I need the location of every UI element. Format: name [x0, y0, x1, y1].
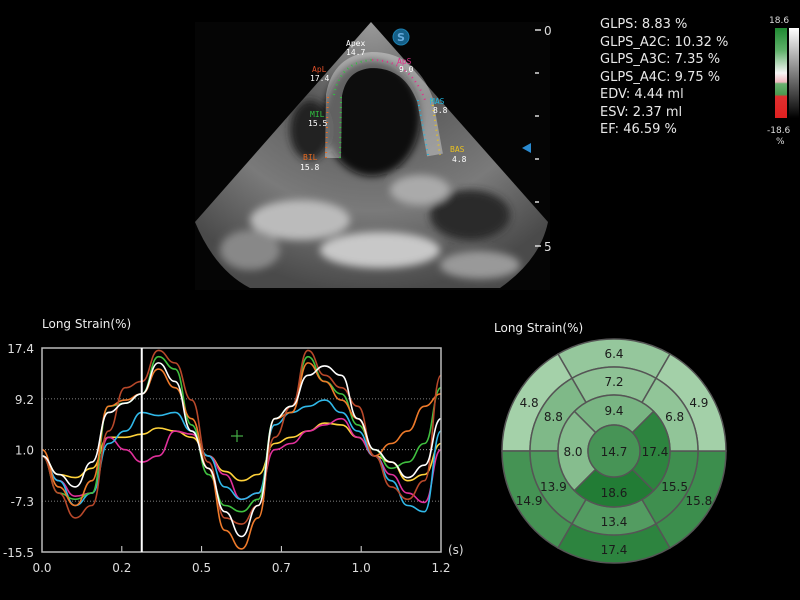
- depth-scale: [535, 29, 541, 247]
- svg-text:9.0: 9.0: [399, 65, 414, 74]
- metric-ef: EF: 46.59 %: [600, 122, 677, 137]
- svg-text:BAS: BAS: [450, 145, 465, 154]
- segment-value: 18.6: [601, 486, 628, 500]
- x-tick-label: 0.0: [32, 561, 51, 575]
- segment-value: 15.5: [661, 480, 688, 494]
- y-tick-label: 1.0: [15, 444, 34, 458]
- strain-series-6: [41, 349, 442, 525]
- segment-value: 13.9: [540, 480, 567, 494]
- segment-value: 8.8: [544, 410, 563, 424]
- colorbar-gray: [789, 28, 799, 118]
- svg-text:17.4: 17.4: [310, 74, 329, 83]
- strain-series-7: [41, 362, 442, 538]
- y-tick-label: -7.3: [11, 495, 34, 509]
- metric-glps-a3c: GLPS_A3C: 7.35 %: [600, 52, 721, 67]
- y-tick-label: 17.4: [7, 342, 34, 356]
- segment-value: 17.4: [601, 543, 628, 557]
- svg-text:15.8: 15.8: [300, 163, 319, 172]
- metrics-panel: GLPS: 8.83 % GLPS_A2C: 10.32 % GLPS_A3C:…: [600, 16, 728, 139]
- x-tick-label: 0.5: [192, 561, 211, 575]
- segment-value: 6.4: [604, 347, 623, 361]
- segment-value: 15.8: [686, 494, 713, 508]
- metric-edv: EDV: 4.44 ml: [600, 87, 684, 102]
- svg-text:15.5: 15.5: [308, 119, 327, 128]
- depth-label-5: 5: [544, 240, 552, 254]
- segment-value: 4.9: [689, 396, 708, 410]
- segment-value: 8.0: [563, 445, 582, 459]
- x-tick-label: 1.2: [431, 561, 450, 575]
- svg-text:8.8: 8.8: [433, 106, 448, 115]
- y-tick-label: 9.2: [15, 393, 34, 407]
- svg-text:BIL: BIL: [303, 153, 318, 162]
- segment-value: 9.4: [604, 404, 623, 418]
- svg-text:14.7: 14.7: [346, 48, 365, 57]
- segment-value: 14.7: [601, 445, 628, 459]
- badge-s: S: [392, 28, 410, 46]
- x-tick-label: 1.0: [352, 561, 371, 575]
- svg-text:Apex: Apex: [346, 39, 365, 48]
- crosshair-icon: [231, 430, 243, 442]
- svg-text:ApS: ApS: [397, 57, 412, 66]
- svg-text:MAS: MAS: [430, 97, 445, 106]
- colorbar-strain: [775, 28, 787, 118]
- bullseye-plot: 6.4 4.8 14.9 17.4 15.8 4.9 7.2 8.8 13.9 13.4 15.5 6…: [501, 338, 727, 564]
- metric-esv: ESV: 2.37 ml: [600, 104, 683, 120]
- strain-curve-chart[interactable]: 17.4 9.2 1.0 -7.3 -15.50.0 0.2 0.5 0.7 1.0 1.2 (s): [0, 330, 480, 600]
- focus-marker-icon[interactable]: [522, 143, 531, 153]
- metric-glps: GLPS: 8.83 %: [600, 17, 688, 32]
- segment-value: 13.4: [601, 515, 628, 529]
- x-axis-label: (s): [448, 543, 464, 557]
- bullseye-title: Long Strain(%): [494, 321, 584, 335]
- colorbar-min: -18.6: [767, 126, 791, 136]
- plot-frame: [41, 347, 442, 553]
- segment-value: 7.2: [604, 375, 623, 389]
- apex-segment: [587, 424, 641, 478]
- svg-text:4.8: 4.8: [452, 155, 467, 164]
- strain-chart-title: Long Strain(%): [42, 317, 132, 331]
- segment-value: 17.4: [642, 445, 669, 459]
- x-tick-label: 0.2: [112, 561, 131, 575]
- segment-value: 4.8: [520, 396, 539, 410]
- y-tick-label: -15.5: [3, 546, 34, 560]
- depth-label-0: 0: [544, 24, 552, 38]
- svg-text:MIL: MIL: [310, 110, 325, 119]
- svg-text:S: S: [397, 31, 405, 44]
- svg-text:ApL: ApL: [312, 65, 327, 74]
- segment-value: 14.9: [516, 494, 543, 508]
- metric-glps-a2c: GLPS_A2C: 10.32 %: [600, 34, 729, 50]
- colorbar-max: 18.6: [769, 16, 790, 26]
- colorbar-unit: %: [776, 137, 785, 147]
- metric-glps-a4c: GLPS_A4C: 9.75 %: [600, 69, 721, 85]
- segment-value: 6.8: [665, 410, 684, 424]
- x-tick-label: 0.7: [272, 561, 291, 575]
